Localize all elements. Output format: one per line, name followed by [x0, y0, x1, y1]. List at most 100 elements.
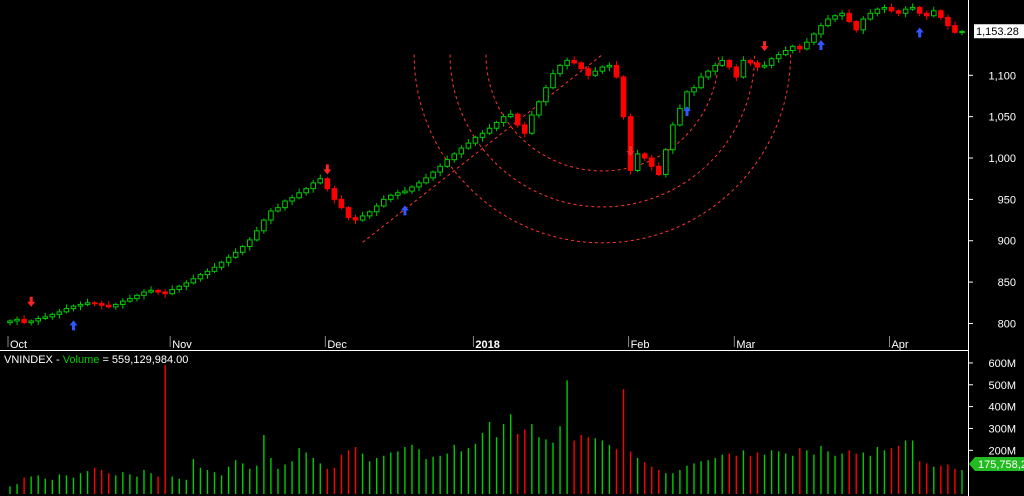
candle-body — [268, 210, 274, 221]
candle-body — [536, 101, 542, 116]
candle-body — [557, 64, 563, 75]
volume-bars — [9, 365, 963, 494]
candle-body — [239, 246, 246, 253]
date-tick-label: Nov — [172, 339, 192, 351]
candle-body — [768, 58, 775, 66]
candle-body — [797, 45, 803, 50]
candle-body — [931, 10, 937, 17]
candle-body — [606, 64, 613, 68]
candle-body — [514, 113, 521, 126]
candle-body — [670, 124, 676, 151]
candle-body — [543, 87, 549, 103]
volume-tick-label: 300M — [988, 423, 1016, 435]
candle-body — [620, 76, 627, 118]
candle-body — [211, 266, 218, 272]
candle-body — [359, 215, 366, 221]
candle-body — [923, 12, 930, 17]
buy-arrow-icon — [816, 39, 825, 50]
candle-body — [938, 10, 944, 18]
candle-body — [627, 116, 634, 171]
candle-body — [564, 59, 570, 66]
candle-body — [317, 178, 324, 184]
candle-body — [705, 70, 711, 78]
candle-body — [529, 114, 535, 134]
candle-body — [733, 66, 740, 78]
volume-axis: 200M 300M 400M 500M 600M — [968, 358, 1016, 457]
candle-body — [197, 274, 204, 280]
candle-body — [458, 147, 465, 155]
candle-body — [7, 320, 13, 324]
candle-body — [70, 305, 77, 310]
price-tick-label: 950 — [998, 194, 1016, 206]
candle-body — [952, 25, 958, 33]
candle-body — [585, 68, 592, 76]
last-price-label: 1,153.28 — [976, 26, 1019, 38]
candle-body — [663, 149, 669, 176]
candle-body — [190, 278, 197, 284]
candle-body — [63, 308, 70, 313]
buy-arrow-icon — [915, 27, 924, 38]
last-price-marker: 1,153.28 — [974, 24, 1024, 39]
price-tick-label: 900 — [998, 236, 1016, 248]
candle-body — [21, 318, 27, 324]
candle-body — [148, 289, 154, 293]
buy-arrow-icon — [400, 205, 409, 216]
candle-body — [28, 320, 34, 324]
candle-body — [35, 317, 41, 322]
date-tick-label: 2018 — [475, 339, 499, 351]
candle-body — [789, 45, 796, 51]
price-tick-label: 1,000 — [988, 153, 1016, 165]
candle-body — [493, 121, 500, 129]
volume-tick-label: 600M — [988, 358, 1016, 370]
candle-body — [289, 197, 295, 202]
candle-body — [338, 198, 345, 209]
candle-body — [232, 251, 239, 258]
candle-body — [811, 33, 817, 43]
candle-body — [409, 186, 415, 192]
candle-body — [754, 62, 761, 68]
candle-body — [261, 219, 267, 232]
volume-tick-label: 200M — [988, 445, 1016, 457]
candle-body — [648, 157, 655, 167]
candle-body — [916, 6, 923, 14]
candle-body — [169, 289, 175, 295]
candle-body — [324, 178, 331, 190]
fibonacci-arc — [485, 54, 720, 172]
price-candles — [7, 3, 965, 326]
candle-body — [860, 18, 867, 31]
candle-body — [112, 303, 119, 308]
candle-body — [902, 8, 909, 14]
candle-body — [388, 194, 394, 200]
candle-body — [373, 205, 380, 213]
volume-tick-label: 400M — [988, 402, 1016, 414]
candle-body — [486, 127, 493, 134]
candle-body — [416, 182, 422, 188]
date-tick-label: Dec — [327, 339, 347, 351]
candle-body — [761, 64, 768, 68]
candle-body — [352, 217, 359, 221]
candle-body — [507, 113, 514, 118]
price-tick-label: 800 — [998, 318, 1016, 330]
date-axis: Oct Nov Dec 2018 Feb Mar Apr — [7, 336, 909, 351]
volume-title-series: Volume — [63, 354, 100, 366]
candle-body — [331, 188, 338, 200]
candle-body — [155, 289, 161, 293]
candle-body — [804, 41, 810, 50]
candle-body — [176, 285, 183, 291]
candle-body — [592, 70, 599, 76]
candle-body — [521, 124, 528, 134]
candle-body — [275, 207, 281, 212]
candle-body — [345, 207, 352, 219]
candle-body — [366, 211, 373, 217]
candle-body — [134, 294, 140, 300]
fibonacci-arc — [413, 54, 792, 244]
candle-body — [204, 270, 211, 276]
candle-body — [959, 30, 965, 33]
candle-body — [402, 190, 408, 194]
candle-body — [641, 153, 648, 159]
volume-tick-label: 500M — [988, 380, 1016, 392]
date-tick-label: Oct — [10, 339, 27, 351]
sell-arrow-icon — [626, 146, 635, 157]
